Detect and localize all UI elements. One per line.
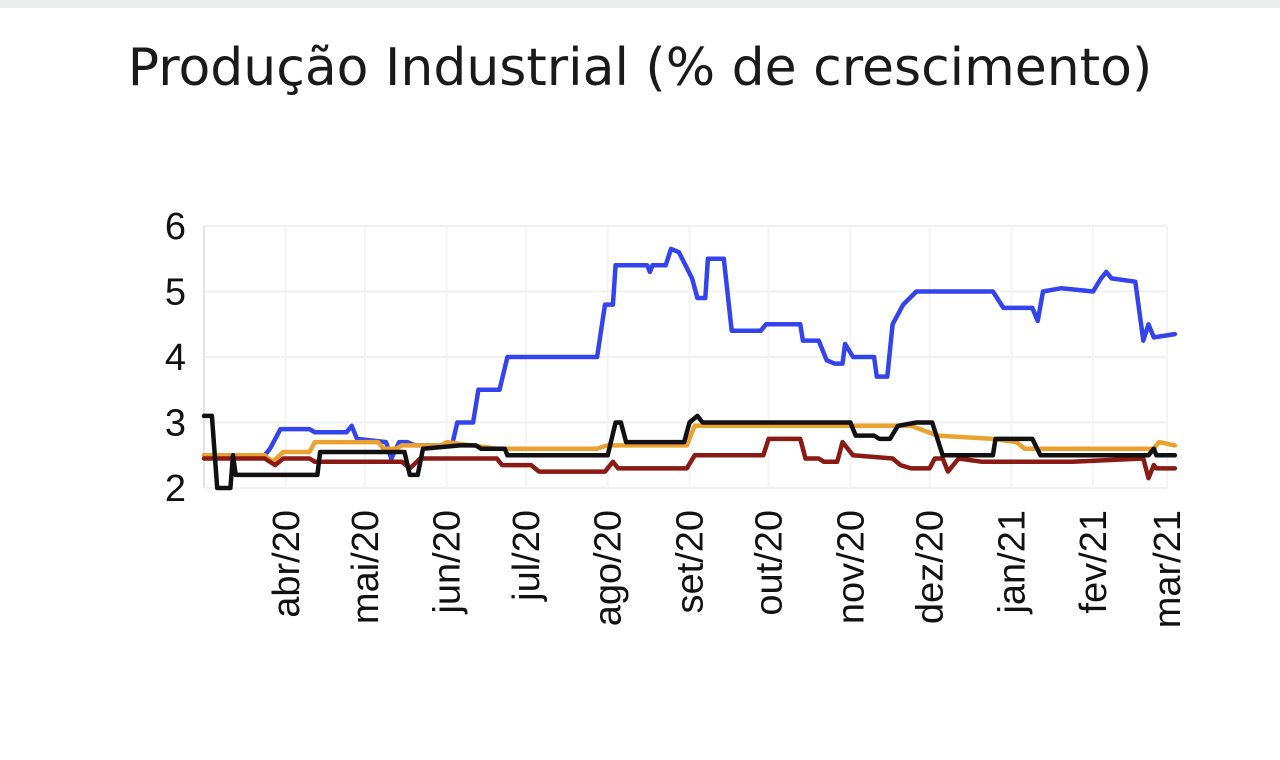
x-axis-ticks: abr/20 mai/20 jun/20 jul/20 ago/20 set/20 out/… bbox=[266, 510, 1189, 628]
x-tick-label: mai/20 bbox=[345, 510, 387, 624]
y-tick-label: 3 bbox=[165, 403, 186, 445]
x-tick-label: ago/20 bbox=[588, 510, 630, 626]
x-tick-label: out/20 bbox=[749, 510, 791, 616]
y-axis-ticks: 2 3 4 5 6 bbox=[165, 206, 186, 510]
x-tick-label: jun/20 bbox=[427, 510, 469, 615]
y-tick-label: 6 bbox=[165, 206, 186, 248]
y-tick-label: 2 bbox=[165, 468, 186, 510]
x-tick-label: dez/20 bbox=[910, 510, 952, 624]
x-tick-label: mar/21 bbox=[1147, 510, 1189, 628]
y-tick-label: 5 bbox=[165, 272, 186, 314]
x-tick-label: jan/21 bbox=[991, 510, 1033, 615]
chart-title: Produção Industrial (% de crescimento) bbox=[127, 38, 1153, 98]
series-line-4 bbox=[201, 413, 1178, 491]
x-tick-label: nov/20 bbox=[830, 510, 872, 624]
series-line-1 bbox=[201, 246, 1178, 461]
y-tick-label: 4 bbox=[165, 337, 186, 379]
x-tick-label: abr/20 bbox=[266, 510, 308, 618]
x-tick-label: fev/21 bbox=[1073, 510, 1115, 614]
series-lines bbox=[201, 246, 1178, 491]
top-strip bbox=[0, 0, 1280, 8]
x-tick-label: set/20 bbox=[669, 510, 711, 614]
x-tick-label: jul/20 bbox=[506, 510, 548, 602]
